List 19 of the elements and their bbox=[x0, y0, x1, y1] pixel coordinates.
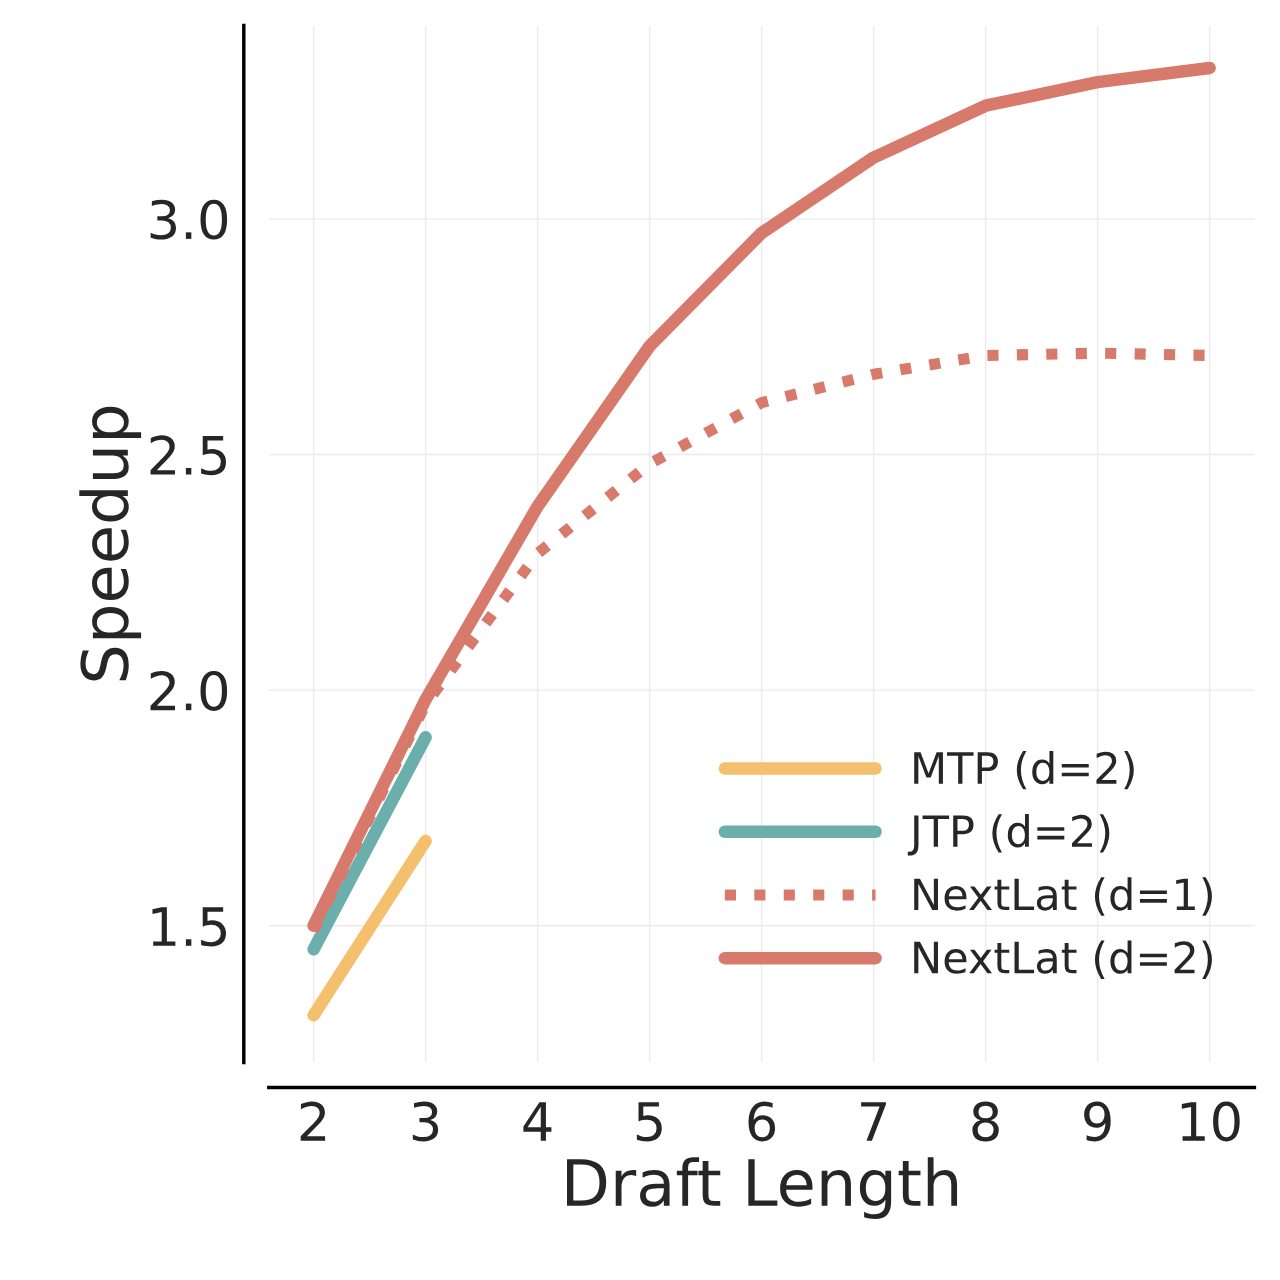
legend-label: NextLat (d=1) bbox=[914, 877, 1212, 916]
y-tick-label: 2.5 bbox=[150, 435, 226, 476]
x-tick-label: 9 bbox=[1084, 1101, 1111, 1142]
y-axis-title: Speedup bbox=[79, 406, 142, 681]
legend-label: NextLat (d=2) bbox=[914, 940, 1212, 979]
y-tick-label: 2.0 bbox=[150, 670, 228, 711]
x-tick-label: 10 bbox=[1181, 1101, 1240, 1142]
x-tick-label: 4 bbox=[523, 1102, 552, 1141]
x-tick-label: 5 bbox=[636, 1102, 662, 1142]
x-tick-label: 7 bbox=[861, 1102, 886, 1141]
x-tick-label: 8 bbox=[972, 1101, 999, 1142]
x-tick-label: 6 bbox=[748, 1101, 776, 1142]
legend-label: MTP (d=2) bbox=[914, 750, 1134, 790]
y-tick-label: 3.0 bbox=[150, 199, 228, 240]
y-tick-label: 1.5 bbox=[152, 907, 226, 947]
x-axis-title: Draft Length bbox=[567, 1157, 958, 1220]
x-tick-label: 2 bbox=[300, 1101, 326, 1141]
legend-label: JTP (d=2) bbox=[907, 814, 1110, 856]
x-tick-label: 3 bbox=[412, 1101, 439, 1142]
